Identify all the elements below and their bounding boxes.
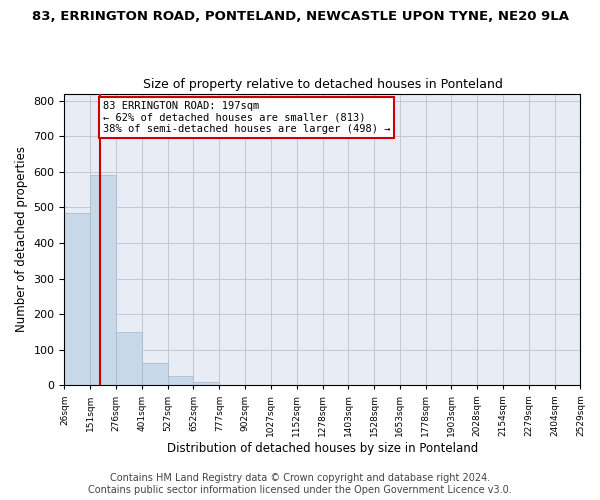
Bar xyxy=(142,363,168,386)
Title: Size of property relative to detached houses in Ponteland: Size of property relative to detached ho… xyxy=(143,78,502,91)
Bar xyxy=(116,332,142,386)
Text: Contains HM Land Registry data © Crown copyright and database right 2024.
Contai: Contains HM Land Registry data © Crown c… xyxy=(88,474,512,495)
X-axis label: Distribution of detached houses by size in Ponteland: Distribution of detached houses by size … xyxy=(167,442,478,455)
Bar xyxy=(64,214,90,386)
Bar xyxy=(90,175,116,386)
Y-axis label: Number of detached properties: Number of detached properties xyxy=(15,146,28,332)
Text: 83, ERRINGTON ROAD, PONTELAND, NEWCASTLE UPON TYNE, NE20 9LA: 83, ERRINGTON ROAD, PONTELAND, NEWCASTLE… xyxy=(32,10,569,23)
Bar xyxy=(193,382,219,386)
Bar xyxy=(168,376,193,386)
Text: 83 ERRINGTON ROAD: 197sqm
← 62% of detached houses are smaller (813)
38% of semi: 83 ERRINGTON ROAD: 197sqm ← 62% of detac… xyxy=(103,100,390,134)
